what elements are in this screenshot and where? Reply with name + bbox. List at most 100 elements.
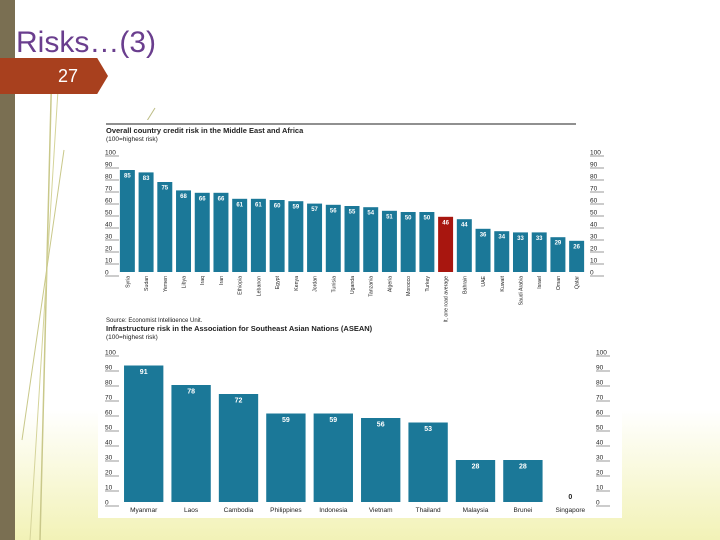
category-label: Vietnam [369,507,393,514]
bar-value-label: 83 [143,176,150,182]
y-tick-label-right: 70 [590,186,598,193]
category-label: Iraq [200,276,206,285]
bar-value-label: 28 [519,464,527,471]
bar-value-label: 57 [311,207,318,213]
bar-value-label: 33 [517,236,524,242]
bar [325,204,341,272]
bar [550,237,566,272]
chart-source: Source: Economist Intelligence Unit. [106,318,203,324]
category-label: UAE [481,275,487,286]
bar [124,365,164,502]
y-tick-label-right: 30 [596,455,604,462]
y-tick-label-right: 60 [596,410,604,417]
y-tick-label-left: 70 [105,395,113,402]
bar-value-label: 59 [329,417,337,424]
bar-value-label: 53 [424,426,432,433]
bar-value-label: 91 [140,369,148,376]
bar-value-label: 61 [236,202,243,208]
bar-value-label: 66 [218,196,225,202]
category-label: Egypt [275,275,281,289]
bar [569,240,585,272]
y-tick-label-left: 80 [105,380,113,387]
y-tick-label-left: 60 [105,198,113,205]
y-tick-label-left: 50 [105,425,113,432]
category-label: Tanzania [369,276,375,297]
y-tick-label-left: 50 [105,210,113,217]
y-tick-label-right: 40 [590,222,598,229]
category-label: Iran [219,276,225,285]
category-label: Uganda [350,276,356,294]
bar [438,216,454,272]
category-label: Ethiopia [238,276,244,295]
category-label: Thailand [416,507,441,514]
bar [218,394,259,502]
bar-value-label: 56 [377,422,385,429]
page-number: 27 [58,66,79,86]
bar [171,385,211,502]
bar [194,192,210,272]
bar [408,422,448,502]
bar-value-label: 72 [235,398,243,405]
bar [344,206,360,272]
y-tick-label-left: 10 [105,258,113,265]
bar [503,460,543,502]
bar [307,203,323,272]
y-tick-label-right: 100 [596,350,607,357]
y-tick-label-right: 0 [590,270,594,277]
bar [250,198,266,272]
bar [456,219,472,272]
bar [419,212,435,272]
y-tick-label-left: 10 [105,485,113,492]
category-label: One belt, one road average [444,276,450,325]
infrastructure-risk-chart: Infrastructure risk in the Association f… [105,324,610,514]
bar-value-label: 54 [367,211,374,217]
category-label: Singapore [555,507,585,514]
y-tick-label-left: 20 [105,470,113,477]
y-tick-label-right: 90 [596,365,604,372]
category-label: Sudan [144,276,150,291]
slide-title: Risks…(3) [16,26,156,59]
bar [288,201,304,272]
bar [531,232,547,272]
bar-value-label: 61 [255,202,262,208]
y-tick-label-right: 50 [590,210,598,217]
bar [266,413,306,502]
bar [138,172,154,272]
bar-value-label: 55 [349,210,356,216]
bar-value-label: 26 [573,244,580,250]
y-tick-label-left: 30 [105,234,113,241]
y-tick-label-left: 70 [105,186,113,193]
category-label: Syria [125,276,131,288]
category-label: Philippines [270,507,302,514]
y-tick-label-left: 90 [105,365,113,372]
y-tick-label-right: 30 [590,234,598,241]
category-label: Indonesia [319,507,348,514]
category-label: Algeria [387,276,393,292]
bar-value-label: 51 [386,214,393,220]
y-tick-label-right: 80 [590,174,598,181]
category-label: Libya [182,276,188,289]
bar-value-label: 85 [124,174,131,180]
chart-subtitle: (100=highest risk) [106,136,158,143]
category-label: Myanmar [130,507,158,514]
bar [512,232,528,272]
category-label: Lebanon [256,276,262,296]
category-label: Yemen [163,276,169,292]
bar [381,210,397,272]
category-label: Jordan [313,276,319,292]
y-tick-label-right: 0 [596,500,600,507]
y-tick-label-right: 100 [590,150,601,157]
page-number-tab [0,58,108,94]
y-tick-label-right: 10 [596,485,604,492]
category-label: Turkey [425,276,431,292]
bar-value-label: 28 [472,464,480,471]
category-label: Malaysia [463,507,489,514]
y-tick-label-right: 60 [590,198,598,205]
chart-subtitle: (100=highest risk) [106,334,158,341]
y-tick-label-left: 90 [105,162,113,169]
bar [232,198,248,272]
bar [475,228,491,272]
bar [176,190,192,272]
y-tick-label-left: 20 [105,246,113,253]
y-tick-label-left: 100 [105,150,116,157]
